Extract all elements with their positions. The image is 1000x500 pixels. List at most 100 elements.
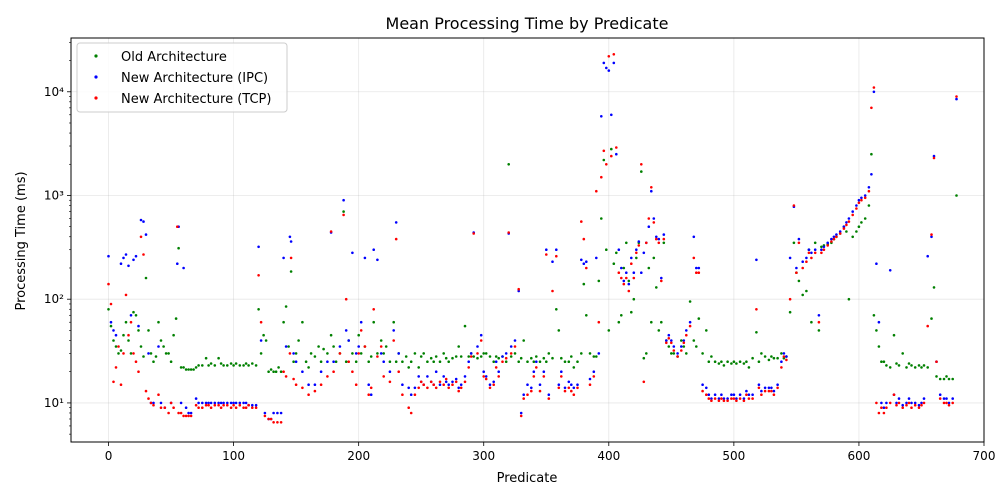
y-axis-label: Processing Time (ms) — [14, 171, 29, 310]
data-point — [863, 196, 867, 200]
data-point — [172, 406, 175, 410]
data-point — [805, 256, 808, 260]
data-point — [657, 329, 661, 332]
data-point — [772, 356, 776, 360]
data-point — [842, 227, 846, 230]
data-point — [801, 293, 804, 297]
data-point — [742, 397, 746, 400]
data-point — [625, 271, 628, 275]
data-point — [284, 345, 288, 348]
data-point — [652, 221, 656, 224]
data-point — [457, 345, 461, 348]
data-point — [770, 386, 773, 390]
data-point — [620, 276, 623, 280]
data-point — [642, 356, 646, 360]
data-point — [751, 356, 754, 360]
data-point — [615, 146, 618, 149]
data-point — [642, 251, 646, 255]
data-point — [494, 360, 498, 364]
data-point — [413, 393, 417, 397]
data-point — [122, 333, 125, 337]
data-point — [344, 360, 348, 364]
data-point — [467, 366, 471, 369]
data-point — [313, 389, 317, 393]
data-point — [870, 152, 873, 156]
data-point — [640, 170, 643, 173]
data-point — [645, 241, 648, 245]
data-point — [426, 360, 429, 364]
data-point — [451, 380, 454, 384]
data-point — [238, 364, 242, 367]
data-point — [347, 360, 351, 364]
data-point — [792, 241, 796, 245]
data-point — [955, 95, 958, 98]
data-point — [672, 345, 676, 348]
data-point — [279, 421, 283, 424]
data-point — [149, 352, 153, 355]
data-point — [238, 403, 242, 407]
data-point — [630, 256, 633, 260]
data-point — [630, 310, 633, 314]
x-tick-label: 500 — [722, 449, 745, 463]
data-point — [555, 248, 558, 251]
data-point — [129, 320, 133, 324]
data-point — [688, 320, 692, 324]
data-point — [369, 386, 373, 390]
data-point — [713, 360, 717, 364]
data-point — [388, 380, 392, 384]
data-point — [617, 248, 621, 251]
data-point — [885, 364, 888, 367]
data-point — [476, 352, 479, 355]
data-point — [772, 393, 776, 397]
data-point — [851, 235, 854, 239]
data-point — [913, 401, 917, 405]
data-point — [805, 260, 808, 264]
data-point — [632, 297, 636, 301]
data-point — [129, 314, 133, 317]
data-point — [767, 386, 771, 390]
data-point — [695, 271, 698, 275]
data-point — [600, 217, 603, 220]
data-point — [860, 221, 863, 224]
data-point — [492, 383, 496, 387]
data-point — [359, 329, 363, 332]
data-point — [875, 401, 878, 405]
data-point — [680, 345, 683, 348]
data-point — [780, 360, 783, 364]
data-point — [615, 251, 618, 255]
data-point — [351, 352, 354, 355]
data-point — [652, 217, 656, 220]
data-point — [662, 237, 666, 241]
data-point — [670, 339, 673, 342]
data-point — [820, 251, 823, 255]
data-point — [326, 352, 329, 355]
data-point — [152, 403, 155, 407]
data-point — [194, 366, 198, 369]
data-point — [262, 333, 265, 337]
data-point — [451, 356, 454, 360]
data-point — [207, 403, 210, 407]
data-point — [229, 406, 233, 410]
data-point — [234, 401, 238, 405]
data-point — [705, 329, 708, 332]
data-point — [710, 397, 713, 400]
data-point — [922, 401, 926, 405]
data-point — [307, 383, 310, 387]
data-point — [647, 266, 651, 270]
data-point — [755, 258, 758, 262]
data-point — [367, 383, 371, 387]
data-point — [388, 370, 392, 374]
data-point — [582, 262, 586, 266]
data-point — [438, 360, 442, 364]
data-point — [172, 333, 175, 337]
data-point — [292, 360, 295, 364]
data-point — [695, 266, 698, 270]
data-point — [867, 204, 871, 207]
data-point — [665, 339, 668, 342]
data-point — [888, 269, 892, 272]
data-point — [413, 386, 417, 390]
data-point — [288, 352, 292, 355]
data-point — [251, 406, 254, 410]
data-point — [222, 401, 225, 405]
